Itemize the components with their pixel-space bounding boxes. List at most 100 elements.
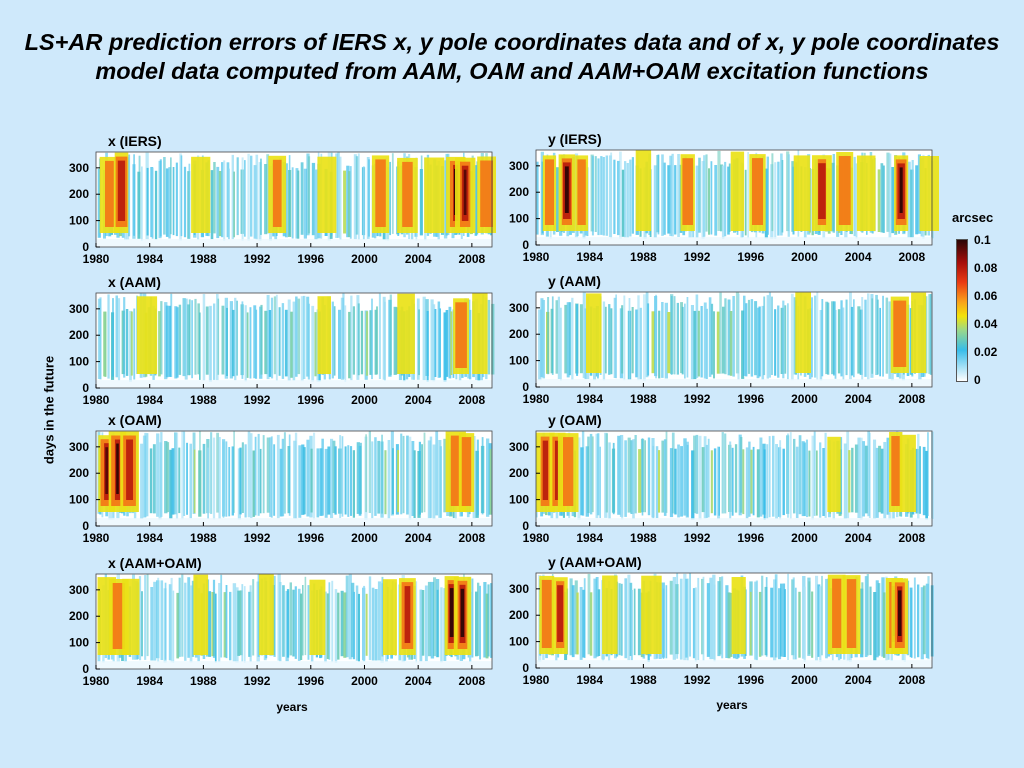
heatmap-cell [766,444,769,519]
heatmap-cell [536,161,539,235]
heatmap-cell [160,301,163,375]
heatmap-y-aam: 0 100 200 300 1980 1984 1988 1992 1996 2000 2004 20… [509,291,933,406]
heatmap-cell [913,577,916,659]
heatmap-cell [714,165,718,236]
heatmap-cell [658,450,661,513]
heatmap-cell [426,311,429,382]
heatmap-cell [440,587,443,663]
x-tick-label: 1980 [83,393,110,407]
heatmap-cell [324,591,327,663]
heatmap-cell [175,162,178,237]
heatmap-cell [377,581,382,661]
heatmap-cell [657,154,660,235]
heatmap-cell [485,593,489,659]
colorbar-tick: 0.02 [974,345,998,359]
heatmap-cell [761,305,765,380]
x-tick-label: 2004 [845,250,872,264]
heatmap-cell [99,297,102,380]
heatmap-cell [821,299,824,377]
heatmap-cell [840,300,843,377]
heatmap-cell [193,574,209,655]
heatmap-cell [676,302,679,375]
heatmap-cell [859,437,863,520]
heatmap-cell [782,583,786,657]
heatmap-cell [266,154,270,234]
heatmap-cell [207,447,209,519]
heatmap-cell [698,157,701,233]
y-axis-label: days in the future [41,355,57,465]
heatmap-cell [179,153,182,241]
y-tick-label: 300 [69,302,89,316]
heatmap-cell [357,303,360,376]
heatmap-cell [669,448,674,518]
heatmap-cell [477,582,480,656]
heatmap-cell [705,154,708,232]
heatmap-cell [564,304,568,374]
heatmap-cell [350,295,353,381]
x-tick-label: 1996 [737,392,764,406]
heatmap-cell [698,435,702,520]
heatmap-cell [434,309,437,377]
heatmap-cell [542,300,545,379]
y-tick-label: 300 [509,582,529,596]
heatmap-cell [758,306,761,377]
heatmap-cell [595,433,599,519]
heatmap-cell [306,439,310,517]
heatmap-cell [293,440,297,519]
colorbar-title: arcsec [952,210,994,225]
heatmap-cell [665,585,668,659]
heatmap-cell [541,161,544,234]
heatmap-cell [838,156,851,225]
heatmap-cell [300,593,303,660]
heatmap-cell [899,167,903,213]
heatmap-cell [868,432,871,518]
heatmap-cell [822,448,825,516]
heatmap-cell [671,432,675,514]
heatmap-cell [96,661,492,669]
heatmap-cell [233,171,235,238]
heatmap-cell [867,293,870,380]
heatmap-cell [266,437,270,513]
heatmap-cell [158,442,162,520]
y-tick-label: 100 [509,354,529,368]
heatmap-cell [825,301,829,375]
heatmap-cell [181,431,184,520]
heatmap-cell [311,162,316,236]
heatmap-cell [338,309,342,379]
heatmap-cell [602,301,606,381]
heatmap-cell [387,440,391,519]
heatmap-cell [156,433,160,517]
heatmap-cell [472,293,488,374]
heatmap-cell [792,166,795,235]
heatmap-cell [748,441,751,517]
heatmap-cell [730,151,745,231]
heatmap-cell [721,576,724,659]
heatmap-cell [846,579,857,648]
heatmap-cell [724,161,727,237]
heatmap-cell [683,573,687,661]
y-tick-label: 100 [509,212,529,226]
heatmap-cell [700,306,703,378]
heatmap-cell [857,306,861,374]
heatmap-cell [170,157,172,235]
y-tick-label: 100 [509,493,529,507]
heatmap-cell [661,154,664,236]
heatmap-cell [469,309,472,380]
y-tick-label: 300 [69,161,89,175]
x-tick-label: 1984 [576,392,603,406]
heatmap-cell [314,169,318,240]
y-tick-label: 200 [69,328,89,342]
heatmap-cell [557,585,564,642]
heatmap-cell [861,582,864,655]
heatmap-cell [164,441,168,514]
heatmap-cell [237,590,241,656]
heatmap-cell [340,590,344,657]
heatmap-cell [424,585,428,662]
heatmap-cell [221,162,224,238]
heatmap-cell [856,155,876,231]
heatmap-cell [815,575,819,661]
heatmap-cell [621,305,624,374]
heatmap-cell [608,304,611,375]
heatmap-cell [273,296,277,375]
heatmap-cell [608,442,611,519]
